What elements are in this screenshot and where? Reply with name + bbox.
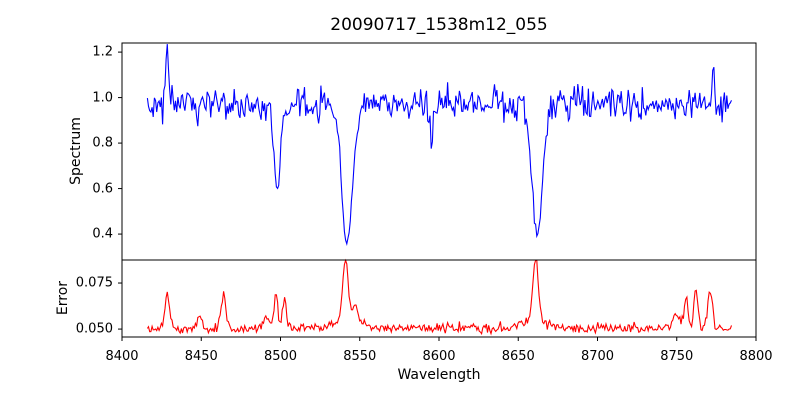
error-line	[146, 258, 733, 336]
chart-title: 20090717_1538m12_055	[330, 15, 548, 35]
x-tick-label: 8550	[343, 349, 377, 364]
x-tick-label: 8600	[422, 349, 456, 364]
y-tick-label: 1.2	[92, 44, 113, 60]
x-tick-label: 8750	[660, 349, 694, 364]
spectrum-line	[146, 44, 732, 246]
x-tick-label: 8700	[580, 349, 615, 364]
x-tick-label: 8400	[105, 349, 139, 364]
x-tick-label: 8650	[501, 349, 535, 364]
y-tick-label: 0.8	[92, 135, 113, 151]
spectrum-y-axis-label: Spectrum	[68, 117, 84, 185]
y-tick-label: 0.075	[75, 275, 113, 291]
y-tick-label: 0.050	[75, 321, 113, 337]
x-tick-label: 8800	[739, 349, 773, 364]
x-axis-label: Wavelength	[397, 367, 481, 383]
x-tick-label: 8500	[263, 349, 298, 364]
y-tick-label: 1.0	[92, 90, 113, 106]
error-y-axis-label: Error	[55, 280, 71, 316]
y-tick-label: 0.6	[92, 181, 113, 197]
axes-frame-spectrum	[121, 42, 757, 261]
x-tick-label: 8450	[184, 349, 218, 364]
y-tick-label: 0.4	[92, 226, 113, 242]
